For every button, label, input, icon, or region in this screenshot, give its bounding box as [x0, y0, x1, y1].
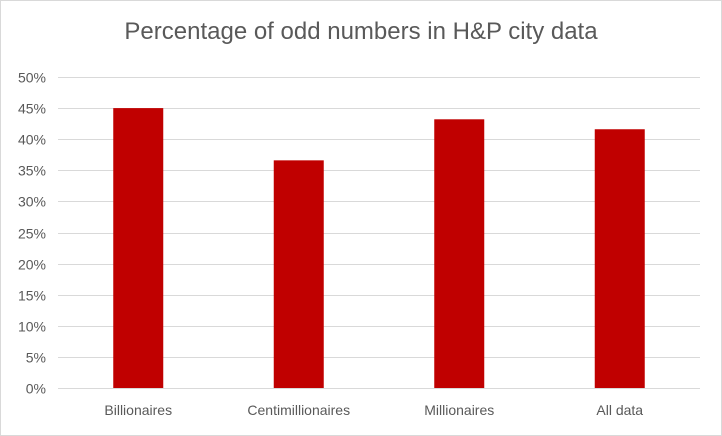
y-tick-label: 45% — [18, 101, 46, 117]
y-tick-label: 35% — [18, 163, 46, 179]
y-tick-label: 20% — [18, 257, 46, 273]
bars — [113, 108, 645, 389]
bar — [113, 108, 164, 388]
x-category-label: Millionaires — [424, 402, 494, 418]
x-category-label: Centimillionaires — [247, 402, 350, 418]
x-category-label: All data — [596, 402, 643, 418]
y-tick-label: 40% — [18, 132, 46, 148]
bar — [273, 160, 324, 388]
y-tick-label: 15% — [18, 288, 46, 304]
x-axis-categories: Billionaires Centimillionaires Millionaire… — [104, 402, 643, 418]
y-tick-label: 30% — [18, 194, 46, 210]
gridlines — [58, 77, 700, 389]
y-axis-ticks: 0% 5% 10% 15% 20% 25% 30% 35% 40% 45% 50% — [18, 70, 46, 397]
bar — [434, 119, 485, 389]
bar — [594, 129, 645, 389]
chart-title: Percentage of odd numbers in H&P city da… — [124, 18, 598, 45]
y-tick-label: 50% — [18, 70, 46, 86]
y-tick-label: 5% — [26, 350, 46, 366]
y-tick-label: 10% — [18, 319, 46, 335]
x-category-label: Billionaires — [104, 402, 172, 418]
y-tick-label: 0% — [26, 381, 46, 397]
y-tick-label: 25% — [18, 226, 46, 242]
